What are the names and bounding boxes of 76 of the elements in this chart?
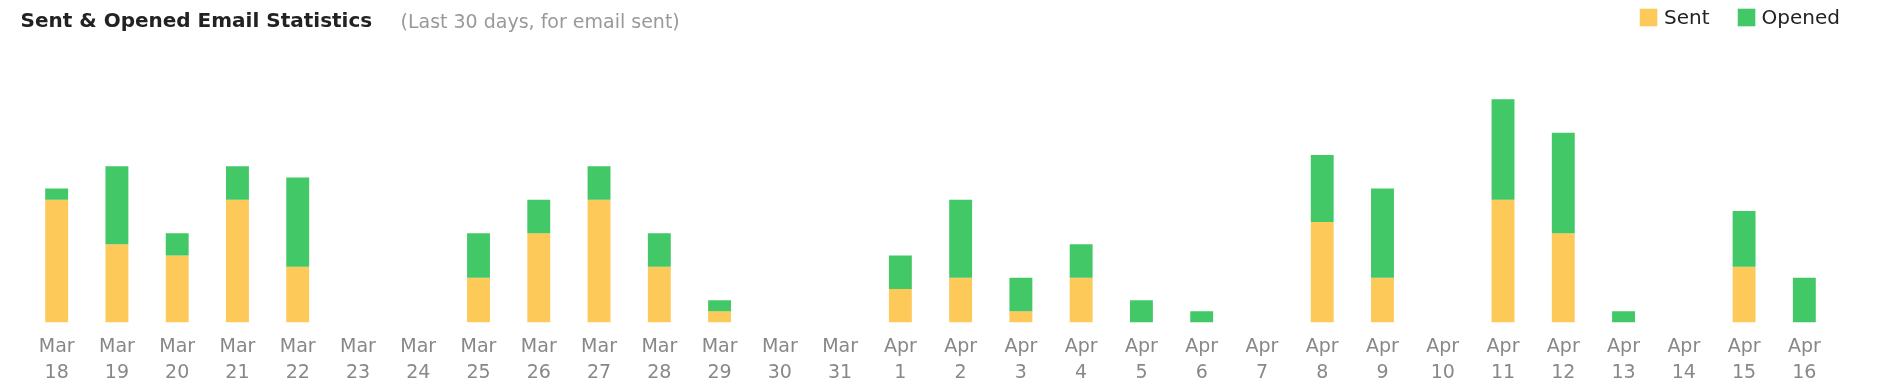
x-tick-label: Mar 22 <box>279 333 316 382</box>
bar <box>1190 311 1214 323</box>
x-tick-label: Mar 19 <box>99 333 136 382</box>
bar <box>1371 277 1394 323</box>
x-tick-label: Apr 10 <box>1426 333 1460 382</box>
x-tick-label: Mar 21 <box>219 333 256 382</box>
x-tick-label: Mar 24 <box>400 333 437 382</box>
x-tick-label: Apr 6 <box>1185 333 1219 382</box>
x-tick-label: Apr 16 <box>1787 333 1821 382</box>
bar <box>1491 99 1515 200</box>
bar <box>587 199 611 323</box>
bar <box>1009 277 1033 312</box>
x-tick-label: Apr 12 <box>1546 333 1580 382</box>
x-tick-label: Mar 18 <box>38 333 75 382</box>
bar <box>226 166 249 200</box>
bar <box>286 266 310 323</box>
bar <box>1069 244 1093 278</box>
bar <box>949 277 973 323</box>
bar <box>527 199 551 234</box>
x-tick-label: Apr 2 <box>944 333 978 382</box>
x-tick-label: Apr 5 <box>1124 333 1159 382</box>
bar <box>467 277 490 323</box>
bar <box>45 199 69 323</box>
x-tick-label: Mar 26 <box>520 333 557 382</box>
bar <box>1792 277 1816 323</box>
x-tick-label: Mar 23 <box>340 333 377 382</box>
legend-label: Sent <box>1664 5 1710 29</box>
bar <box>1310 155 1334 223</box>
bar <box>165 255 189 323</box>
x-tick-label: Apr 13 <box>1607 333 1641 382</box>
x-tick-label: Apr 7 <box>1245 333 1279 382</box>
x-tick-label: Apr 14 <box>1667 333 1701 382</box>
bar <box>647 266 671 323</box>
bar <box>647 233 671 267</box>
x-tick-label: Apr 9 <box>1366 333 1400 382</box>
bar <box>949 199 973 278</box>
bar <box>1371 188 1394 278</box>
bar <box>708 300 732 312</box>
x-tick-label: Mar 28 <box>641 333 678 382</box>
x-tick-label: Mar 27 <box>581 333 618 382</box>
bar <box>1491 199 1515 323</box>
x-tick-label: Mar 29 <box>701 333 738 382</box>
x-tick-label: Apr 15 <box>1727 333 1761 382</box>
x-tick-label: Apr 4 <box>1064 333 1098 382</box>
bar <box>888 255 912 290</box>
bar <box>1009 311 1033 323</box>
x-tick-label: Apr 1 <box>883 333 917 382</box>
x-tick-label: Apr 11 <box>1486 333 1520 382</box>
x-tick-label: Mar 20 <box>159 333 196 382</box>
bar <box>1129 300 1153 323</box>
bar <box>105 244 129 323</box>
bar <box>708 311 732 323</box>
chart-title: Sent & Opened Email Statistics <box>20 8 373 33</box>
bar <box>1069 277 1093 323</box>
x-tick-label: Mar 30 <box>761 333 798 382</box>
bar <box>467 233 490 278</box>
bar <box>1732 210 1756 267</box>
x-tick-label: Apr 3 <box>1004 333 1038 382</box>
bar <box>105 166 129 245</box>
x-tick-label: Mar 31 <box>822 333 859 382</box>
bar <box>888 289 912 323</box>
bar <box>1310 222 1334 323</box>
bar <box>45 188 69 200</box>
bar <box>527 233 551 323</box>
bar <box>1612 311 1635 323</box>
x-tick-label: Mar 25 <box>460 333 497 382</box>
bar <box>1551 233 1575 323</box>
legend-label: Opened <box>1761 5 1840 29</box>
bar <box>587 166 611 200</box>
chart-subtitle: (Last 30 days, for email sent) <box>400 10 680 33</box>
bar <box>1732 266 1756 323</box>
bar <box>286 177 310 267</box>
bar <box>226 199 249 323</box>
bar <box>1551 132 1575 234</box>
bar <box>165 233 189 256</box>
x-tick-label: Apr 8 <box>1305 333 1339 382</box>
